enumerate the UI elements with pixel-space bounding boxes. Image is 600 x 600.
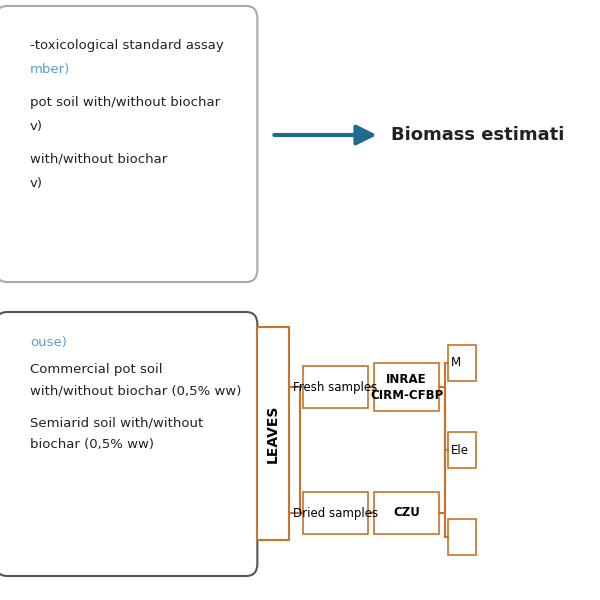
Text: Dried samples: Dried samples [293, 506, 378, 520]
FancyBboxPatch shape [303, 366, 368, 408]
FancyBboxPatch shape [448, 345, 476, 381]
FancyBboxPatch shape [448, 432, 476, 468]
FancyBboxPatch shape [448, 519, 476, 555]
Text: Commercial pot soil: Commercial pot soil [30, 363, 163, 376]
Text: CIRM-CFBP: CIRM-CFBP [370, 389, 443, 402]
Text: pot soil with/without biochar: pot soil with/without biochar [30, 96, 220, 109]
Text: LEAVES: LEAVES [266, 404, 280, 463]
Text: M: M [451, 356, 461, 370]
Text: mber): mber) [30, 63, 70, 76]
Text: -toxicological standard assay: -toxicological standard assay [30, 39, 224, 52]
FancyBboxPatch shape [374, 492, 439, 534]
Text: with/without biochar (0,5% ww): with/without biochar (0,5% ww) [30, 384, 241, 397]
Text: with/without biochar: with/without biochar [30, 153, 167, 166]
FancyBboxPatch shape [374, 363, 439, 411]
FancyBboxPatch shape [303, 492, 368, 534]
FancyBboxPatch shape [0, 6, 257, 282]
Text: CZU: CZU [393, 506, 420, 520]
FancyBboxPatch shape [257, 327, 289, 540]
Text: ouse): ouse) [30, 336, 67, 349]
Text: Biomass estimati: Biomass estimati [391, 126, 565, 144]
Text: Semiarid soil with/without: Semiarid soil with/without [30, 417, 203, 430]
FancyBboxPatch shape [0, 312, 257, 576]
Text: Fresh samples: Fresh samples [293, 380, 377, 394]
Text: INRAE: INRAE [386, 373, 427, 386]
Text: v): v) [30, 177, 43, 190]
Text: biochar (0,5% ww): biochar (0,5% ww) [30, 438, 154, 451]
Text: v): v) [30, 120, 43, 133]
Text: Ele: Ele [451, 443, 469, 457]
